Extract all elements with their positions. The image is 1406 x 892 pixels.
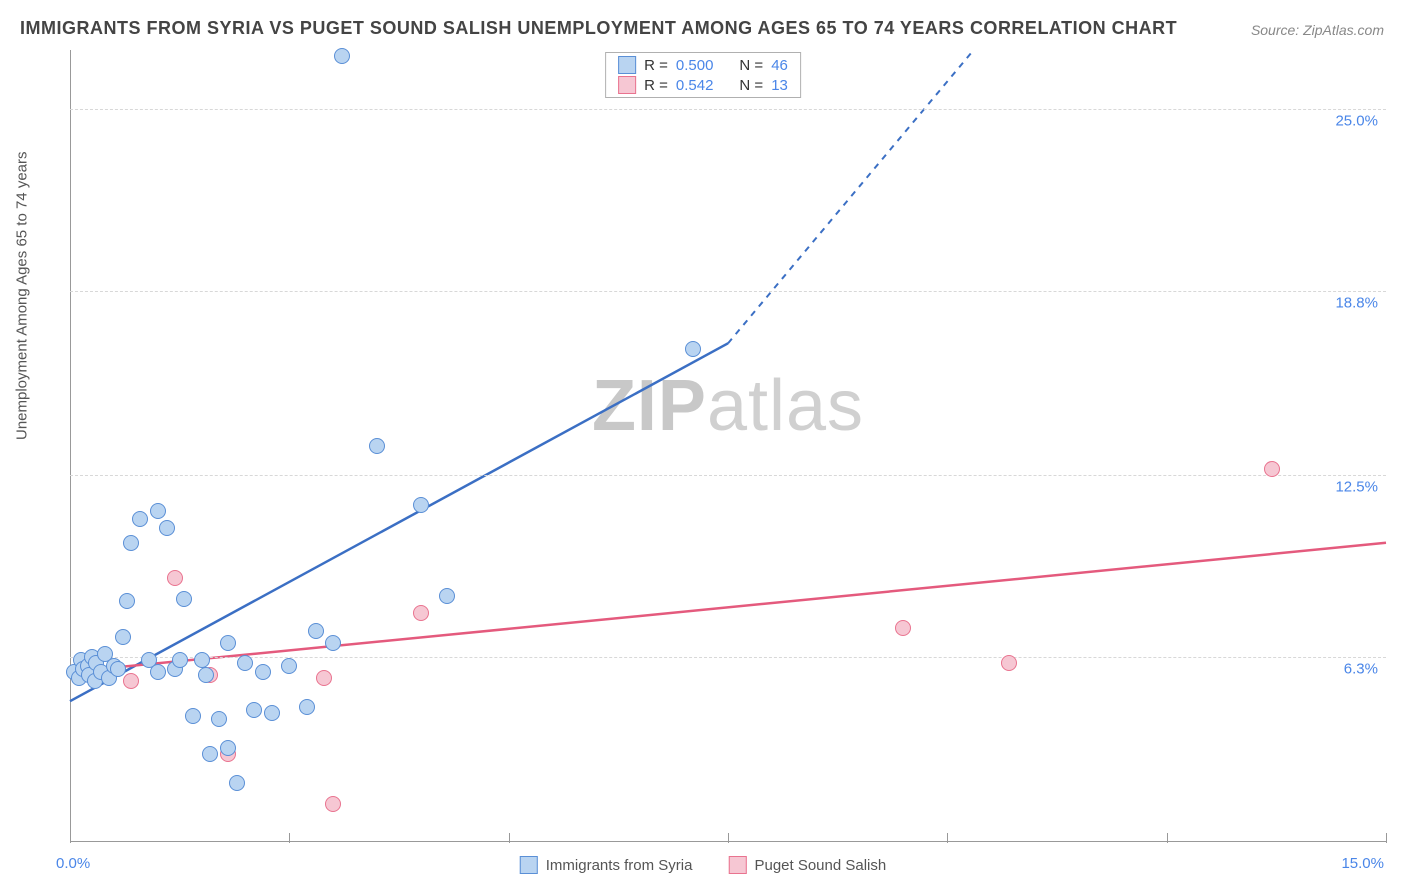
data-point (167, 570, 183, 586)
gridline (70, 475, 1386, 476)
data-point (211, 711, 227, 727)
data-point (132, 511, 148, 527)
data-point (176, 591, 192, 607)
legend-n-blue: 46 (771, 57, 788, 74)
data-point (237, 655, 253, 671)
plot-region: ZIPatlas 6.3%12.5%18.8%25.0% (70, 50, 1386, 842)
data-point (281, 658, 297, 674)
x-tick (509, 833, 510, 843)
legend-r-label: R = (644, 57, 668, 74)
y-tick-label: 12.5% (1335, 479, 1378, 496)
data-point (325, 635, 341, 651)
legend-r-blue: 0.500 (676, 57, 714, 74)
legend-label-pink: Puget Sound Salish (754, 857, 886, 874)
data-point (1001, 655, 1017, 671)
data-point (685, 341, 701, 357)
y-axis-label: Unemployment Among Ages 65 to 74 years (14, 151, 31, 440)
gridline (70, 109, 1386, 110)
data-point (1264, 461, 1280, 477)
data-point (325, 796, 341, 812)
data-point (202, 746, 218, 762)
legend-label-blue: Immigrants from Syria (546, 857, 693, 874)
source-attribution: Source: ZipAtlas.com (1251, 22, 1384, 38)
swatch-blue (520, 856, 538, 874)
data-point (413, 605, 429, 621)
x-tick (1167, 833, 1168, 843)
x-tick (728, 833, 729, 843)
legend-item-pink: Puget Sound Salish (728, 856, 886, 874)
swatch-pink (618, 76, 636, 94)
data-point (110, 661, 126, 677)
legend-r-pink: 0.542 (676, 77, 714, 94)
legend-r-label: R = (644, 77, 668, 94)
regression-legend: R = 0.500 N = 46 R = 0.542 N = 13 (605, 52, 801, 98)
legend-row-blue: R = 0.500 N = 46 (606, 55, 800, 75)
x-tick (1386, 833, 1387, 843)
legend-n-label: N = (739, 77, 763, 94)
data-point (198, 667, 214, 683)
data-point (299, 699, 315, 715)
data-point (229, 775, 245, 791)
data-point (334, 48, 350, 64)
data-point (119, 593, 135, 609)
regression-lines (70, 50, 1386, 842)
y-tick-label: 18.8% (1335, 294, 1378, 311)
y-tick-label: 6.3% (1344, 661, 1378, 678)
gridline (70, 657, 1386, 658)
x-max-label: 15.0% (1341, 855, 1384, 872)
x-tick (289, 833, 290, 843)
data-point (123, 673, 139, 689)
chart-title: IMMIGRANTS FROM SYRIA VS PUGET SOUND SAL… (20, 18, 1177, 39)
data-point (194, 652, 210, 668)
legend-row-pink: R = 0.542 N = 13 (606, 75, 800, 95)
chart-area: ZIPatlas 6.3%12.5%18.8%25.0% (50, 50, 1386, 842)
swatch-pink (728, 856, 746, 874)
legend-n-pink: 13 (771, 77, 788, 94)
x-tick (70, 833, 71, 843)
data-point (159, 520, 175, 536)
data-point (185, 708, 201, 724)
gridline (70, 291, 1386, 292)
data-point (150, 503, 166, 519)
data-point (246, 702, 262, 718)
data-point (123, 535, 139, 551)
data-point (413, 497, 429, 513)
data-point (150, 664, 166, 680)
x-tick (947, 833, 948, 843)
regression-line-solid (70, 543, 1386, 672)
data-point (316, 670, 332, 686)
series-legend: Immigrants from Syria Puget Sound Salish (520, 856, 886, 874)
data-point (264, 705, 280, 721)
legend-n-label: N = (739, 57, 763, 74)
x-min-label: 0.0% (56, 855, 90, 872)
data-point (115, 629, 131, 645)
data-point (308, 623, 324, 639)
y-tick-label: 25.0% (1335, 112, 1378, 129)
legend-item-blue: Immigrants from Syria (520, 856, 693, 874)
data-point (172, 652, 188, 668)
data-point (439, 588, 455, 604)
data-point (895, 620, 911, 636)
data-point (255, 664, 271, 680)
data-point (369, 438, 385, 454)
data-point (220, 635, 236, 651)
data-point (220, 740, 236, 756)
swatch-blue (618, 56, 636, 74)
